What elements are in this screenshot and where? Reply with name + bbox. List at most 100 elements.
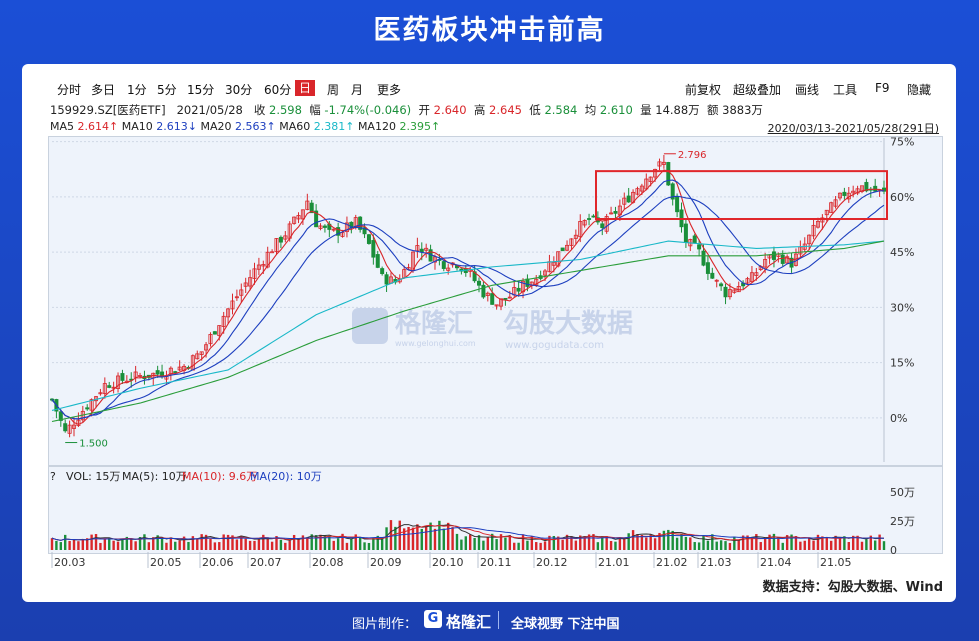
watermark-brand: 格隆汇: [395, 308, 473, 339]
volume-bar-25: [160, 537, 164, 550]
quote-info-line: 159929.SZ[医药ETF] 2021/05/28 收 2.598 幅 -1…: [50, 102, 763, 118]
volume-bar-166: [781, 542, 784, 550]
candle-body-159: [749, 272, 754, 283]
volume-bar-5: [72, 539, 76, 550]
low-value: 2.584: [544, 103, 578, 117]
candle-body-47: [256, 264, 261, 270]
volume-bar-172: [807, 538, 811, 550]
x-tick-label-0: 20.03: [54, 556, 86, 569]
candle-body-123: [591, 215, 596, 218]
candle-body-112: [543, 270, 548, 276]
volume-bar-99: [486, 537, 490, 550]
ma-legend-label-2: MA20: [200, 120, 235, 133]
candle-body-66: [340, 232, 345, 237]
candle-body-64: [331, 228, 336, 231]
toolbar: 分时 多日 1分 5分 15分 30分 60分日周月更多 前复权 超级叠加 画线 工具 F9 隐藏: [27, 78, 947, 100]
volume-bar-101: [495, 539, 498, 550]
candle-body-28: [173, 371, 178, 373]
period-tab-2[interactable]: 1分: [127, 83, 147, 97]
candle-body-12: [102, 383, 107, 394]
volume-bar-49: [266, 537, 269, 550]
candle-body-127: [609, 212, 614, 215]
volume-bar-158: [746, 535, 749, 550]
ma-legend-value-4: 2.395↑: [399, 120, 441, 133]
ma-legend-label-4: MA120: [357, 120, 400, 133]
date-range-link[interactable]: 2020/03/13-2021/05/28(291日): [767, 122, 939, 135]
toolbar-right-0[interactable]: 前复权: [685, 83, 722, 97]
x-tick-label-13: 21.05: [820, 556, 852, 569]
volume-bar-176: [825, 537, 828, 550]
period-tab-5[interactable]: 30分: [225, 83, 253, 97]
volume-bar-125: [601, 536, 604, 550]
open-value: 2.640: [433, 103, 467, 117]
high-value: 2.645: [489, 103, 522, 117]
watermark-brand2-url: www.gogudata.com: [505, 340, 604, 351]
period-tab-1[interactable]: 多日: [91, 83, 116, 97]
toolbar-right-3[interactable]: 工具: [833, 83, 858, 97]
candle-body-114: [551, 261, 556, 266]
volume-bar-179: [838, 536, 842, 550]
candle-body-73: [371, 240, 376, 258]
period-tab-10[interactable]: 更多: [377, 83, 402, 97]
volume-bar-35: [204, 534, 208, 550]
candle-body-101: [494, 304, 499, 307]
candle-body-48: [261, 264, 266, 267]
period-tab-3[interactable]: 5分: [157, 83, 177, 97]
volume-legend-ma5: MA(5): 10万: [122, 470, 187, 483]
volume-bar-2: [59, 542, 63, 550]
ma5-line: [51, 169, 885, 425]
candle-body-19: [133, 371, 138, 378]
volume-bar-132: [631, 530, 635, 550]
period-tab-8[interactable]: 周: [327, 83, 340, 97]
candle-body-185: [864, 181, 869, 192]
volume-bar-45: [248, 540, 252, 550]
volume-bar-96: [473, 538, 476, 550]
volume-bar-168: [790, 534, 793, 550]
volume-bar-131: [627, 533, 630, 550]
toolbar-right-1[interactable]: 超级叠加: [733, 83, 782, 97]
volume-bar-39: [222, 534, 225, 550]
period-tab-6[interactable]: 60分: [264, 83, 292, 97]
candle-body-128: [613, 211, 618, 214]
volume-bar-46: [253, 540, 256, 550]
period-tab-9[interactable]: 月: [351, 83, 364, 97]
volume-bar-13: [108, 537, 111, 550]
x-tick-label-4: 20.08: [312, 556, 344, 569]
toolbar-right-2[interactable]: 画线: [795, 83, 820, 97]
candle-body-39: [221, 315, 226, 327]
ma60-line: [51, 240, 885, 411]
volume-bar-87: [433, 528, 437, 550]
ma-legend-label-0: MA5: [50, 120, 78, 133]
volume-bar-48: [262, 534, 265, 550]
period-tab-4[interactable]: 15分: [187, 83, 215, 97]
volume-bar-110: [535, 542, 538, 550]
candle-body-44: [243, 282, 248, 287]
security-code: 159929.SZ[医药ETF]: [50, 103, 166, 117]
volume-bar-56: [297, 538, 300, 550]
volume-bar-98: [482, 540, 485, 550]
volume-legend-ma20: MA(20): 10万: [250, 470, 322, 483]
volume-bar-130: [623, 538, 626, 550]
volume-bar-143: [680, 534, 683, 550]
volume-legend-ma10: MA(10): 9.6万: [182, 470, 257, 483]
candle-body-72: [366, 234, 371, 244]
candle-body-8: [85, 407, 90, 410]
toolbar-right-4[interactable]: F9: [875, 81, 890, 95]
period-tab-7[interactable]: 日: [295, 80, 316, 96]
toolbar-right-5[interactable]: 隐藏: [907, 83, 932, 97]
volume-bar-86: [429, 522, 432, 550]
volume-bar-100: [491, 533, 494, 550]
candle-body-89: [441, 261, 446, 269]
volume-y-tick-1: 25万: [890, 515, 915, 528]
candle-body-150: [710, 272, 715, 279]
volume-y-tick-2: 0: [890, 544, 897, 557]
footer-made-by: 图片制作：: [352, 617, 418, 632]
volume-bar-22: [147, 542, 151, 550]
volume-bar-64: [332, 540, 335, 550]
volume-bar-50: [270, 541, 274, 550]
candle-body-152: [719, 283, 724, 287]
volume-bar-182: [851, 535, 855, 550]
period-tab-0[interactable]: 分时: [57, 83, 82, 97]
candle-body-62: [322, 225, 327, 228]
candle-body-33: [195, 353, 200, 360]
